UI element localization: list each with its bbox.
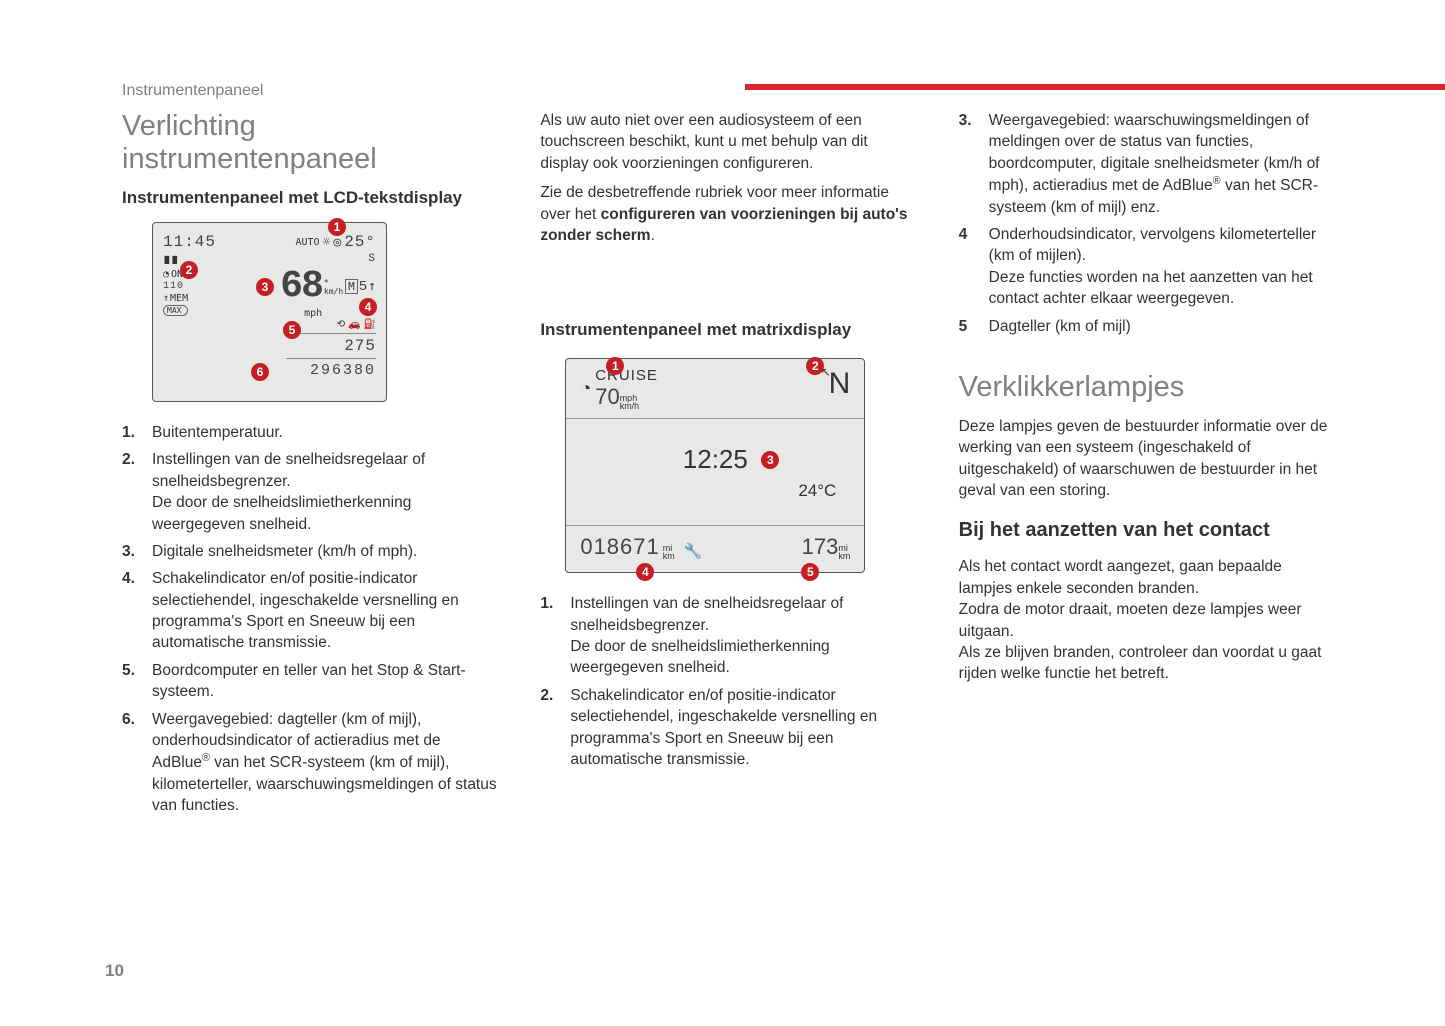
lcd-temp: 25° bbox=[344, 233, 376, 251]
list-text: Instellingen van de snelheidsregelaar of… bbox=[570, 593, 916, 679]
lcd-max: MAX bbox=[163, 305, 188, 316]
list-number: 4. bbox=[122, 568, 152, 654]
breadcrumb: Instrumentenpaneel bbox=[122, 82, 263, 100]
ignition-p2: Zodra de motor draait, moeten deze lampj… bbox=[959, 599, 1335, 642]
callout-4: 4 bbox=[359, 298, 377, 316]
list-item: 3.Digitale snelheidsmeter (km/h of mph). bbox=[122, 541, 498, 562]
callout-6: 6 bbox=[251, 363, 269, 381]
list-item: 4.Schakelindicator en/of positie-indicat… bbox=[122, 568, 498, 654]
lcd-speed: 68 bbox=[280, 265, 322, 308]
fuel-icon: ⛽ bbox=[364, 319, 376, 330]
heading-warning-lamps: Verklikkerlampjes bbox=[959, 371, 1335, 404]
callout-2: 2 bbox=[180, 261, 198, 279]
matrix-clock: 12:25 bbox=[683, 444, 748, 475]
figure-matrix-display: ◔ CRUISE 70 mphkm/h ↖ N bbox=[565, 358, 865, 573]
list-matrix-cont: 3.Weergavegebied: waarschuwingsmeldingen… bbox=[959, 110, 1335, 337]
gauge-icon: ◔ bbox=[163, 269, 169, 280]
unit-kmh: km/h bbox=[324, 287, 343, 296]
subheading-lcd: Instrumentenpaneel met LCD-tekstdisplay bbox=[122, 188, 498, 208]
list-number: 4 bbox=[959, 224, 989, 310]
list-item: 1.Buitentemperatuur. bbox=[122, 422, 498, 443]
ignition-p1: Als het contact wordt aangezet, gaan bep… bbox=[959, 556, 1335, 599]
car-icon: 🚗 bbox=[348, 319, 360, 330]
defrost-icon: ◎ bbox=[333, 235, 341, 250]
cruise-label: CRUISE bbox=[595, 367, 658, 384]
heading-lighting: Verlichting instrumentenpaneel bbox=[122, 110, 498, 176]
page-number: 10 bbox=[105, 961, 124, 981]
intro-paragraph-2: Zie de desbetreffende rubriek voor meer … bbox=[540, 182, 916, 246]
matrix-odo: 018671 bbox=[580, 534, 659, 560]
wiper-icon: ☼ bbox=[323, 235, 331, 250]
column-2: Als uw auto niet over een audiosysteem o… bbox=[540, 110, 916, 823]
list-number: 3. bbox=[959, 110, 989, 218]
list-text: Digitale snelheidsmeter (km/h of mph). bbox=[152, 541, 498, 562]
callout-4b: 4 bbox=[636, 563, 654, 581]
unit-mph: mph bbox=[304, 308, 322, 319]
subheading-ignition: Bij het aanzetten van het contact bbox=[959, 519, 1335, 542]
warning-intro: Deze lampjes geven de bestuurder informa… bbox=[959, 416, 1335, 502]
list-text: Schakelindicator en/of positie-indicator… bbox=[570, 685, 916, 771]
callout-5b: 5 bbox=[801, 563, 819, 581]
list-text: Schakelindicator en/of positie-indicator… bbox=[152, 568, 498, 654]
list-number: 5 bbox=[959, 316, 989, 337]
ignition-p3: Als ze blijven branden, controleer dan v… bbox=[959, 642, 1335, 685]
figure-lcd-display: 11:45 AUTO ☼ ◎ 25° ∎∎ ◔ON 110 ↑MEM MAX bbox=[152, 222, 387, 402]
gear-s: S bbox=[368, 253, 376, 265]
lcd-trip: 275 bbox=[344, 337, 376, 355]
list-item: 5Dagteller (km of mijl) bbox=[959, 316, 1335, 337]
column-3: 3.Weergavegebied: waarschuwingsmeldingen… bbox=[959, 110, 1335, 823]
column-1: Verlichting instrumentenpaneel Instrumen… bbox=[122, 110, 498, 823]
lcd-cruise-val: 110 bbox=[163, 281, 188, 292]
list-number: 3. bbox=[122, 541, 152, 562]
wrench-icon: 🔧 bbox=[684, 542, 703, 560]
list-item: 3.Weergavegebied: waarschuwingsmeldingen… bbox=[959, 110, 1335, 218]
list-text: Dagteller (km of mijl) bbox=[989, 316, 1335, 337]
list-text: Weergavegebied: waarschuwingsmeldingen o… bbox=[989, 110, 1335, 218]
intro-paragraph-1: Als uw auto niet over een audiosysteem o… bbox=[540, 110, 916, 174]
list-text: Instellingen van de snelheidsregelaar of… bbox=[152, 449, 498, 535]
header-accent-bar bbox=[745, 84, 1445, 90]
list-number: 2. bbox=[122, 449, 152, 535]
auto-label: AUTO bbox=[295, 237, 319, 248]
cruise-value: 70 bbox=[595, 384, 619, 410]
gear-box: M bbox=[345, 279, 358, 294]
list-matrix: 1.Instellingen van de snelheidsregelaar … bbox=[540, 593, 916, 770]
speedo-icon: ◔ bbox=[580, 378, 591, 399]
up-arrow-icon: ↑ bbox=[368, 279, 376, 294]
list-item: 5.Boordcomputer en teller van het Stop &… bbox=[122, 660, 498, 703]
callout-3: 3 bbox=[256, 278, 274, 296]
lcd-odo: 296380 bbox=[310, 362, 376, 379]
list-text: Weergavegebied: dagteller (km of mijl), … bbox=[152, 709, 498, 817]
lcd-mem: MEM bbox=[170, 293, 188, 304]
list-item: 2.Schakelindicator en/of positie-indicat… bbox=[540, 685, 916, 771]
list-number: 1. bbox=[540, 593, 570, 679]
list-text: Boordcomputer en teller van het Stop & S… bbox=[152, 660, 498, 703]
list-item: 1.Instellingen van de snelheidsregelaar … bbox=[540, 593, 916, 679]
callout-1: 1 bbox=[328, 218, 346, 236]
list-number: 6. bbox=[122, 709, 152, 817]
matrix-temp: 24°C bbox=[798, 481, 836, 501]
callout-5: 5 bbox=[283, 321, 301, 339]
list-item: 4Onderhoudsindicator, vervolgens kilomet… bbox=[959, 224, 1335, 310]
stopstart-icon: ⟲ bbox=[337, 319, 345, 330]
list-text: Onderhoudsindicator, vervolgens kilomete… bbox=[989, 224, 1335, 310]
matrix-trip: 173 bbox=[802, 534, 839, 560]
compass-north: ↖ N bbox=[829, 367, 851, 410]
list-item: 2.Instellingen van de snelheidsregelaar … bbox=[122, 449, 498, 535]
list-number: 5. bbox=[122, 660, 152, 703]
content-columns: Verlichting instrumentenpaneel Instrumen… bbox=[122, 110, 1335, 823]
list-number: 2. bbox=[540, 685, 570, 771]
list-lcd: 1.Buitentemperatuur.2.Instellingen van d… bbox=[122, 422, 498, 817]
lcd-time: 11:45 bbox=[163, 233, 216, 251]
list-text: Buitentemperatuur. bbox=[152, 422, 498, 443]
subheading-matrix: Instrumentenpaneel met matrixdisplay bbox=[540, 320, 916, 340]
gear-5: 5 bbox=[359, 279, 368, 295]
list-item: 6.Weergavegebied: dagteller (km of mijl)… bbox=[122, 709, 498, 817]
list-number: 1. bbox=[122, 422, 152, 443]
